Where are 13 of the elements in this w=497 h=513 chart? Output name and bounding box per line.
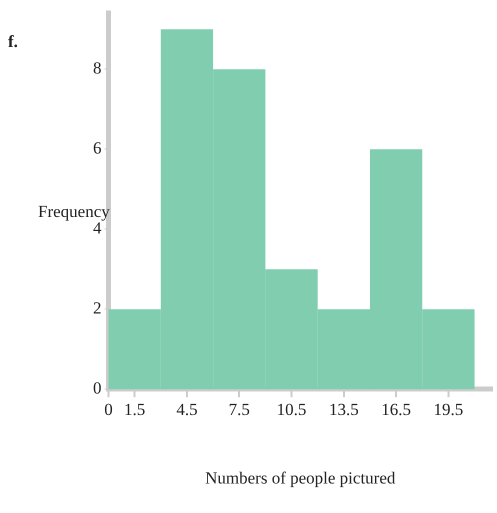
y-tick-label: 0 bbox=[93, 378, 102, 398]
y-tick-label: 8 bbox=[93, 58, 102, 78]
x-tick-label: 19.5 bbox=[434, 400, 464, 419]
x-tick-label: 10.5 bbox=[276, 400, 306, 419]
x-tick-label: 13.5 bbox=[328, 400, 359, 419]
x-tick-label: 4.5 bbox=[176, 400, 198, 419]
text: f. bbox=[8, 32, 18, 52]
y-tick-label: 2 bbox=[93, 298, 102, 318]
x-tick-label: 1.5 bbox=[124, 400, 146, 419]
x-axis-title: Numbers of people pictured bbox=[205, 468, 396, 488]
x-tick-label: 7.5 bbox=[228, 400, 250, 419]
x-tick-label: 16.5 bbox=[381, 400, 411, 419]
y-tick-label: 6 bbox=[93, 138, 102, 158]
